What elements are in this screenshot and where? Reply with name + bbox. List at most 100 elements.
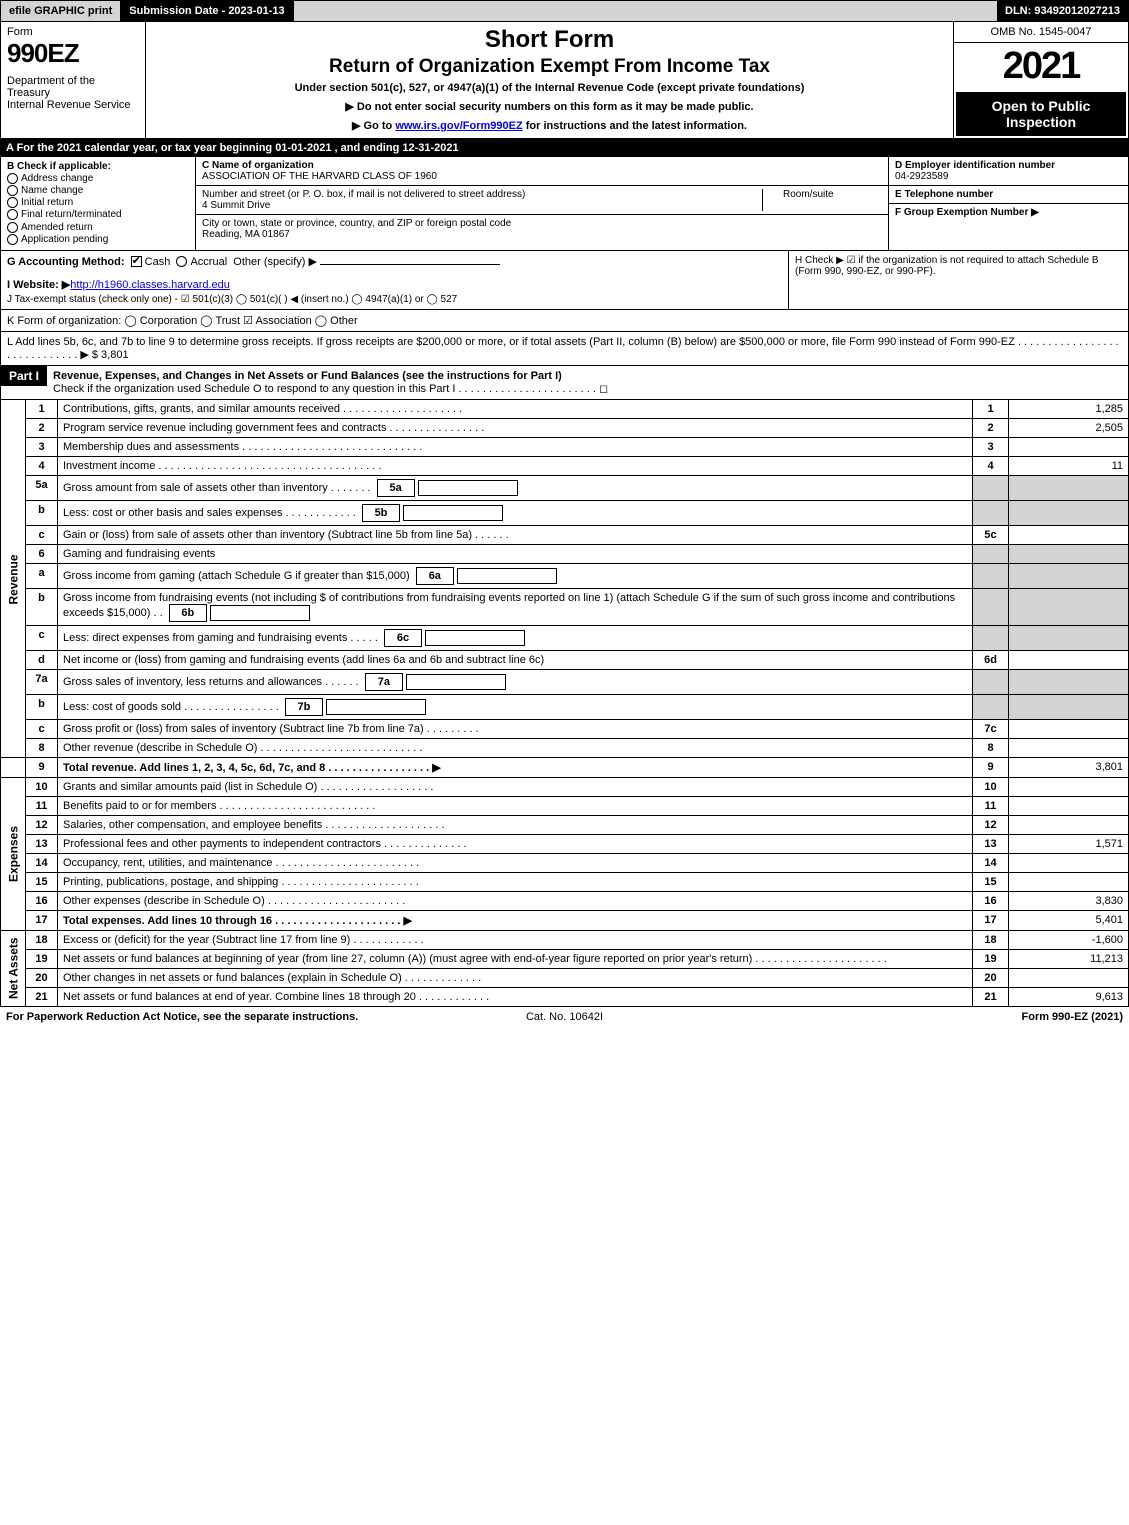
chk-cash[interactable] xyxy=(131,256,142,267)
form-id-block: Form 990EZ Department of the Treasury In… xyxy=(1,22,146,138)
l3-rnum: 3 xyxy=(973,437,1009,456)
l4-desc: Investment income . . . . . . . . . . . … xyxy=(58,456,973,475)
l6-num: 6 xyxy=(26,544,58,563)
l12-desc: Salaries, other compensation, and employ… xyxy=(58,815,973,834)
l16-desc: Other expenses (describe in Schedule O) … xyxy=(58,891,973,910)
chk-accrual[interactable] xyxy=(176,256,187,267)
irs-link[interactable]: www.irs.gov/Form990EZ xyxy=(395,120,522,132)
l7c-amt xyxy=(1009,719,1129,738)
l5b-amt-sh xyxy=(1009,500,1129,525)
l10-desc: Grants and similar amounts paid (list in… xyxy=(58,777,973,796)
l20-amt xyxy=(1009,968,1129,987)
l10-num: 10 xyxy=(26,777,58,796)
l7b-desc: Less: cost of goods sold . . . . . . . .… xyxy=(58,694,973,719)
l7c-rnum: 7c xyxy=(973,719,1009,738)
l11-desc: Benefits paid to or for members . . . . … xyxy=(58,796,973,815)
ein: 04-2923589 xyxy=(895,171,1122,182)
l19-amt: 11,213 xyxy=(1009,949,1129,968)
part1-title: Revenue, Expenses, and Changes in Net As… xyxy=(53,370,562,382)
l9-desc: Total revenue. Add lines 1, 2, 3, 4, 5c,… xyxy=(58,757,973,777)
chk-amended-return[interactable]: Amended return xyxy=(7,222,189,233)
chk-application-pending[interactable]: Application pending xyxy=(7,234,189,245)
room-suite: Room/suite xyxy=(762,189,882,211)
c-name-label: C Name of organization xyxy=(202,160,437,171)
e-label: E Telephone number xyxy=(895,189,1122,200)
l6a-desc: Gross income from gaming (attach Schedul… xyxy=(58,563,973,588)
l16-amt: 3,830 xyxy=(1009,891,1129,910)
part1-label: Part I xyxy=(1,366,47,386)
l13-desc: Professional fees and other payments to … xyxy=(58,834,973,853)
l7a-sh xyxy=(973,669,1009,694)
l5a-num: 5a xyxy=(26,475,58,500)
header-block-bcdef: B Check if applicable: Address change Na… xyxy=(0,157,1129,251)
l8-desc: Other revenue (describe in Schedule O) .… xyxy=(58,738,973,757)
l6c-sh xyxy=(973,625,1009,650)
goto-line: ▶ Go to www.irs.gov/Form990EZ for instru… xyxy=(154,119,945,132)
form-code: 990EZ xyxy=(7,38,139,69)
chk-name-change[interactable]: Name change xyxy=(7,185,189,196)
c-street-label: Number and street (or P. O. box, if mail… xyxy=(202,189,762,200)
org-city: Reading, MA 01867 xyxy=(202,229,511,240)
chk-final-return[interactable]: Final return/terminated xyxy=(7,209,189,220)
section-c: C Name of organization ASSOCIATION OF TH… xyxy=(196,157,888,250)
l9-amt: 3,801 xyxy=(1009,757,1129,777)
l5b-sh xyxy=(973,500,1009,525)
line-g: G Accounting Method: Cash Accrual Other … xyxy=(7,255,782,268)
part1-header: Part I Revenue, Expenses, and Changes in… xyxy=(0,366,1129,400)
open-inspection: Open to Public Inspection xyxy=(956,92,1126,136)
form-word: Form xyxy=(7,26,139,38)
l6-desc: Gaming and fundraising events xyxy=(58,544,973,563)
l12-num: 12 xyxy=(26,815,58,834)
l21-desc: Net assets or fund balances at end of ye… xyxy=(58,987,973,1006)
chk-address-change[interactable]: Address change xyxy=(7,173,189,184)
l17-num: 17 xyxy=(26,910,58,930)
l14-num: 14 xyxy=(26,853,58,872)
l21-rnum: 21 xyxy=(973,987,1009,1006)
footer-right: Form 990-EZ (2021) xyxy=(751,1011,1123,1023)
l6b-amt-sh xyxy=(1009,588,1129,625)
department: Department of the Treasury Internal Reve… xyxy=(7,75,139,111)
l19-rnum: 19 xyxy=(973,949,1009,968)
l2-amt: 2,505 xyxy=(1009,418,1129,437)
l11-rnum: 11 xyxy=(973,796,1009,815)
efile-print-button[interactable]: efile GRAPHIC print xyxy=(1,1,121,21)
f-label: F Group Exemption Number ▶ xyxy=(895,207,1122,218)
l6b-desc: Gross income from fundraising events (no… xyxy=(58,588,973,625)
l7a-amt-sh xyxy=(1009,669,1129,694)
line-l: L Add lines 5b, 6c, and 7b to line 9 to … xyxy=(0,332,1129,366)
l18-desc: Excess or (deficit) for the year (Subtra… xyxy=(58,930,973,949)
l16-num: 16 xyxy=(26,891,58,910)
l6c-num: c xyxy=(26,625,58,650)
l1-rnum: 1 xyxy=(973,400,1009,419)
l5b-desc: Less: cost or other basis and sales expe… xyxy=(58,500,973,525)
row-gh: G Accounting Method: Cash Accrual Other … xyxy=(0,251,1129,310)
goto-pre: ▶ Go to xyxy=(352,120,395,132)
website-link[interactable]: http://h1960.classes.harvard.edu xyxy=(70,279,230,291)
org-name: ASSOCIATION OF THE HARVARD CLASS OF 1960 xyxy=(202,171,437,182)
form-right-block: OMB No. 1545-0047 2021 Open to Public In… xyxy=(953,22,1128,138)
line-k: K Form of organization: ◯ Corporation ◯ … xyxy=(0,310,1129,332)
l12-rnum: 12 xyxy=(973,815,1009,834)
l20-rnum: 20 xyxy=(973,968,1009,987)
chk-initial-return[interactable]: Initial return xyxy=(7,197,189,208)
goto-post: for instructions and the latest informat… xyxy=(523,120,747,132)
l8-amt xyxy=(1009,738,1129,757)
l7c-num: c xyxy=(26,719,58,738)
part1-table: Revenue 1 Contributions, gifts, grants, … xyxy=(0,400,1129,1007)
short-form-title: Short Form xyxy=(154,26,945,54)
d-label: D Employer identification number xyxy=(895,160,1122,171)
l11-num: 11 xyxy=(26,796,58,815)
section-def: D Employer identification number 04-2923… xyxy=(888,157,1128,250)
l6a-num: a xyxy=(26,563,58,588)
l6d-amt xyxy=(1009,650,1129,669)
l1-desc: Contributions, gifts, grants, and simila… xyxy=(58,400,973,419)
l19-desc: Net assets or fund balances at beginning… xyxy=(58,949,973,968)
l1-amt: 1,285 xyxy=(1009,400,1129,419)
l3-desc: Membership dues and assessments . . . . … xyxy=(58,437,973,456)
l15-rnum: 15 xyxy=(973,872,1009,891)
l11-amt xyxy=(1009,796,1129,815)
form-header: Form 990EZ Department of the Treasury In… xyxy=(0,22,1129,139)
l6d-desc: Net income or (loss) from gaming and fun… xyxy=(58,650,973,669)
l5c-desc: Gain or (loss) from sale of assets other… xyxy=(58,525,973,544)
l5a-amt-sh xyxy=(1009,475,1129,500)
